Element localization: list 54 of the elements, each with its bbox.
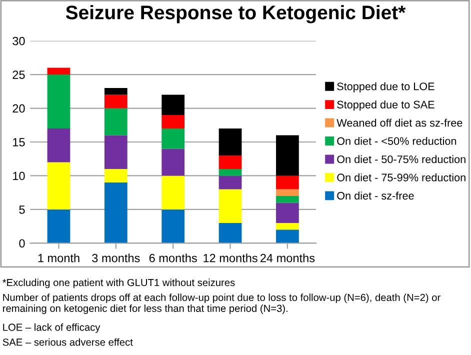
- bar: [218, 176, 242, 190]
- bar: [162, 94, 185, 116]
- y-tick-label: 0: [19, 239, 25, 248]
- legend-label: On diet - <50% reduction: [337, 136, 456, 145]
- bar: [47, 128, 70, 162]
- y-tick-label: 20: [12, 104, 25, 113]
- x-tick-label: 1 month: [38, 254, 80, 262]
- bar: [276, 176, 299, 190]
- bar: [104, 108, 128, 136]
- bar: [104, 94, 128, 108]
- bar: [104, 88, 128, 95]
- legend-label: On diet - sz-free: [337, 192, 414, 200]
- bar: [276, 189, 299, 196]
- bar: [276, 222, 299, 230]
- text: LOE – lack of efficacy: [3, 323, 100, 333]
- bar: [47, 209, 70, 244]
- bar: [218, 155, 242, 169]
- bar: [276, 135, 299, 176]
- legend-label: Stopped due to SAE: [337, 100, 434, 111]
- legend-label: Stopped due to LOE: [337, 82, 434, 92]
- bar: [47, 74, 70, 129]
- bar: [104, 168, 128, 182]
- y-tick-label: 15: [13, 138, 25, 146]
- chart-title: Seizure Response to Ketogenic Diet*: [66, 5, 406, 24]
- bar: [162, 115, 185, 129]
- bar: [162, 148, 185, 176]
- bar: [218, 222, 242, 244]
- bar: [104, 182, 128, 244]
- y-tick-label: 30: [12, 36, 25, 46]
- bar: [276, 230, 299, 244]
- bar: [47, 162, 70, 210]
- bar: [47, 68, 70, 75]
- x-tick-label: 24 months: [260, 254, 315, 262]
- y-tick-label: 5: [19, 206, 25, 214]
- bar: [162, 128, 185, 149]
- bar: [218, 128, 242, 156]
- bar: [276, 196, 299, 203]
- x-tick-label: 3 months: [92, 254, 140, 262]
- y-tick-label: 25: [12, 70, 25, 79]
- y-tick-label: 10: [13, 172, 25, 180]
- text: *Excluding one patient with GLUT1 without seizures: [2, 278, 235, 288]
- bar: [218, 168, 242, 176]
- text: Number of patients drops off at each follow-up point due to loss to follow-up (N=6), death (N=2) or remaining on ketogenic diet for less than that time period (N=3).: [3, 294, 440, 314]
- bar: [104, 135, 128, 169]
- x-tick-label: 12 months: [204, 254, 258, 262]
- legend-label: Weaned off diet as sz-free: [336, 118, 462, 127]
- bar: [218, 189, 242, 223]
- legend-label: On diet - 75-99% reduction: [337, 173, 466, 182]
- legend-label: On diet - 50-75% reduction: [337, 155, 466, 164]
- bar: [162, 209, 185, 244]
- x-tick-label: 6 months: [149, 254, 197, 262]
- bar: [162, 176, 185, 210]
- text: SAE – serious adverse effect: [2, 338, 133, 346]
- bar: [276, 202, 299, 223]
